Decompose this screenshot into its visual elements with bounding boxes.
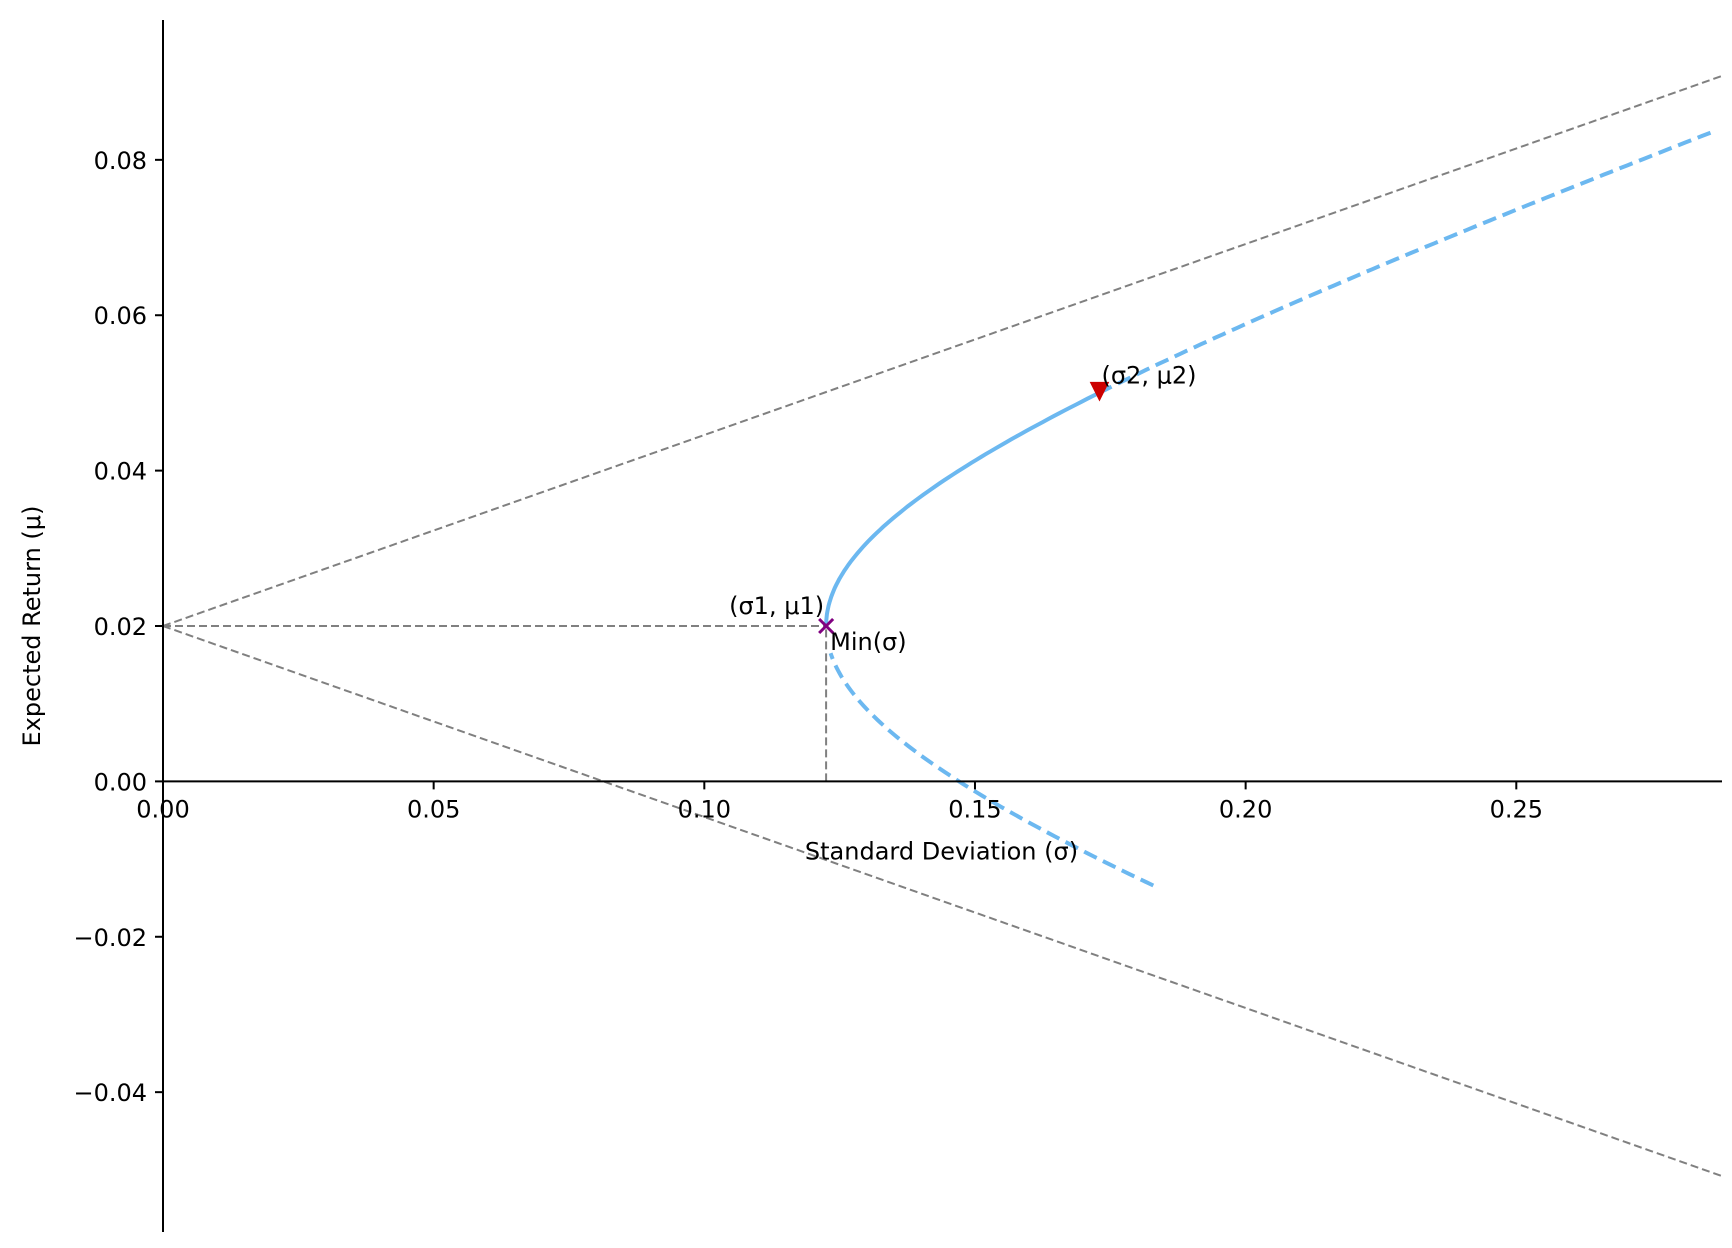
asymptote-line-1 (162, 625, 1723, 1178)
y-tick-label: 0.08 (94, 147, 147, 175)
annotation-2: (σ2, μ2) (1101, 361, 1196, 389)
marker-stroke (818, 617, 835, 635)
frontier-lower-dashed-line (828, 652, 1155, 888)
frontier-layer (824, 130, 1712, 888)
min-variance-marker (818, 617, 835, 635)
y-tick-label: 0.04 (94, 458, 147, 486)
guides-layer (163, 625, 828, 782)
ticks-layer: 0.00 0.05 0.10 0.15 0.20 0.25 −0.04 −0.02 0.00 0.… (73, 147, 1543, 1107)
frontier-efficient-line (824, 391, 1100, 627)
frontier-upper-dashed-line (1098, 130, 1712, 395)
x-axis-label: Standard Deviation (σ) (805, 837, 1078, 865)
y-tick-label: −0.04 (73, 1079, 147, 1107)
x-tick-label: 0.15 (948, 795, 1001, 823)
y-axis-label: Expected Return (μ) (18, 506, 46, 747)
annotations-layer: (σ1, μ1)Min(σ) (σ2, μ2) (729, 361, 1196, 656)
markers-layer (818, 381, 1110, 635)
y-tick-label: −0.02 (73, 924, 147, 952)
y-tick-label: 0.00 (94, 768, 147, 796)
x-tick-label: 0.10 (678, 795, 731, 823)
asymptote-line-0 (162, 74, 1723, 627)
annotation-0: (σ1, μ1) (729, 592, 824, 620)
x-tick-label: 0.25 (1490, 795, 1543, 823)
y-tick-label: 0.02 (94, 613, 147, 641)
x-tick-label: 0.00 (136, 795, 189, 823)
x-tick-label: 0.05 (407, 795, 460, 823)
point-2-marker (1089, 381, 1110, 402)
y-tick-label: 0.06 (94, 302, 147, 330)
x-tick-label: 0.20 (1219, 795, 1272, 823)
annotation-1: Min(σ) (830, 628, 907, 656)
